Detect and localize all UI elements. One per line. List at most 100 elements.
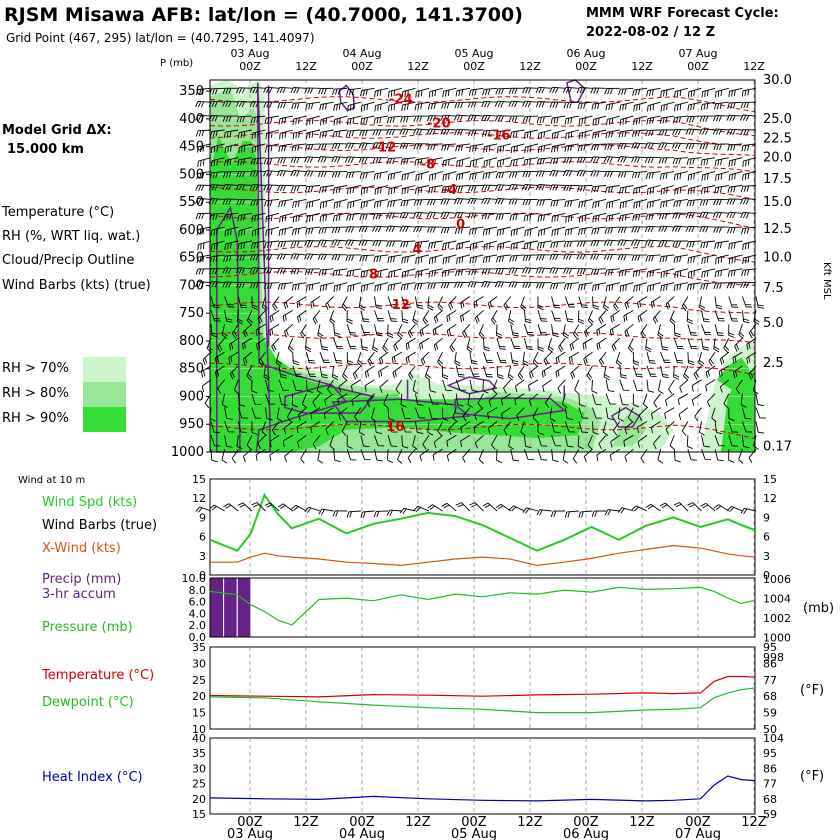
wind-barb-72 — [228, 337, 239, 351]
wind-barb-1056 — [726, 128, 743, 136]
wind-barb-407 — [400, 115, 416, 123]
wind-barb-911 — [660, 365, 669, 379]
wind-barb-365 — [374, 282, 389, 292]
wind-barb-261 — [333, 338, 344, 350]
wind-barb-164 — [278, 115, 293, 125]
wind-barb-163 — [277, 101, 293, 109]
wind-barb-1050 — [728, 421, 739, 433]
wind-barb-719 — [562, 324, 570, 339]
wind-barb-613 — [510, 352, 519, 365]
wind-barb-119 — [250, 240, 266, 249]
wind-barb-806 — [605, 407, 614, 421]
wind-barb-581 — [481, 281, 498, 288]
temperature-line — [209, 675, 756, 698]
wind-barb-702 — [549, 86, 566, 94]
wind-barb-659 — [523, 240, 539, 250]
wind-barb-1014 — [714, 296, 723, 310]
forecast-cycle-line2: 2022-08-02 / 12 Z — [586, 25, 715, 40]
wind-barb-176 — [277, 282, 293, 290]
surface-barb-16 — [413, 505, 430, 513]
wind-barb-219 — [306, 129, 321, 139]
wind-left-tick-label: 9 — [199, 511, 206, 524]
wind-barb-457 — [422, 435, 430, 450]
wind-barb-849 — [617, 254, 634, 261]
wind-barb-465 — [429, 171, 443, 181]
top-hour-label: 12Z — [295, 60, 317, 73]
wind-barb-183 — [292, 379, 302, 392]
wind-barb-536 — [462, 407, 471, 422]
wind-barb-887 — [638, 407, 648, 421]
wind-barb-117 — [251, 212, 266, 222]
wind-barb-1032 — [715, 171, 729, 181]
wind-barb-205 — [297, 310, 307, 323]
wind-barb-51 — [224, 421, 235, 433]
surface-barb-15 — [399, 507, 416, 515]
wind-barb-1085 — [742, 157, 757, 168]
wind-barb-681 — [535, 170, 552, 177]
wind-barb-44 — [221, 324, 228, 339]
wind-barb-268 — [329, 435, 335, 450]
wind-barb-876 — [631, 254, 648, 261]
wind-barb-412 — [401, 185, 416, 195]
wind-barb-441 — [413, 211, 430, 219]
wind-barb-1001 — [699, 115, 716, 122]
wind-barb-410 — [400, 157, 416, 165]
wind-barb-446 — [414, 282, 430, 290]
wind-barb-122 — [249, 282, 266, 289]
legend-rh90-swatch — [83, 407, 126, 432]
wind-barb-829 — [615, 351, 622, 367]
wind-barb-292 — [337, 393, 348, 406]
temp-right-tick-label: 68 — [763, 690, 777, 703]
wind-barb-1089 — [740, 212, 757, 219]
wind-barb-835 — [610, 434, 621, 448]
wind-barb-280 — [331, 226, 348, 234]
wind-barb-75 — [233, 379, 240, 395]
wind-barb-503 — [446, 323, 457, 337]
wind-barb-544 — [469, 143, 484, 153]
wind-barb-888 — [637, 421, 648, 434]
wind-barb-1069 — [741, 310, 750, 324]
wind-barb-187 — [282, 434, 294, 447]
wind-barb-715 — [549, 267, 566, 274]
wind-barb-832 — [619, 393, 629, 406]
wind-barb-559 — [483, 351, 494, 364]
wind-barb-859 — [632, 393, 640, 408]
wind-barb-343 — [367, 351, 375, 367]
wind-barb-622 — [508, 100, 525, 108]
wind-barb-879 — [637, 296, 648, 309]
wind-barb-168 — [276, 170, 293, 177]
pressure-tick-label: 700 — [179, 278, 204, 293]
wind-barb-329 — [358, 156, 375, 164]
pressure-tick-label: 750 — [179, 306, 204, 321]
kft-tick-label: 20.0 — [763, 151, 792, 166]
wind-barb-631 — [510, 226, 525, 237]
wind-barb-472 — [428, 268, 443, 278]
wind-barb-445 — [415, 268, 430, 278]
wind-barb-732 — [565, 129, 580, 140]
wind-barb-973 — [687, 101, 702, 111]
wind-barb-760 — [577, 143, 593, 152]
xwind-label: X-Wind (kts) — [42, 541, 121, 556]
wind-barb-91 — [238, 226, 253, 237]
wind-barb-279 — [332, 212, 348, 222]
wind-barb-745 — [577, 310, 585, 325]
surface-barb-38 — [713, 504, 730, 512]
wind-barb-954 — [672, 212, 688, 219]
wind-barb-80 — [231, 448, 239, 464]
wind-barb-600 — [495, 171, 511, 179]
wind-barb-286 — [346, 310, 353, 325]
wind-barb-1091 — [742, 240, 757, 251]
cloud-outline-e — [454, 397, 567, 420]
wind-barb-968 — [678, 407, 689, 421]
wind-barb-773 — [583, 323, 593, 338]
wind-barb-676 — [535, 101, 552, 108]
wind-barb-394 — [401, 310, 409, 324]
wind-barb-578 — [483, 240, 498, 251]
wind-barb-461 — [426, 115, 443, 122]
wind-barb-480 — [442, 379, 452, 392]
wind-barb-716 — [549, 282, 566, 290]
wind-barb-594 — [495, 87, 511, 95]
wind-barb-324 — [360, 87, 375, 97]
wind-barb-530 — [462, 323, 471, 339]
wind-barb-335 — [358, 239, 375, 247]
